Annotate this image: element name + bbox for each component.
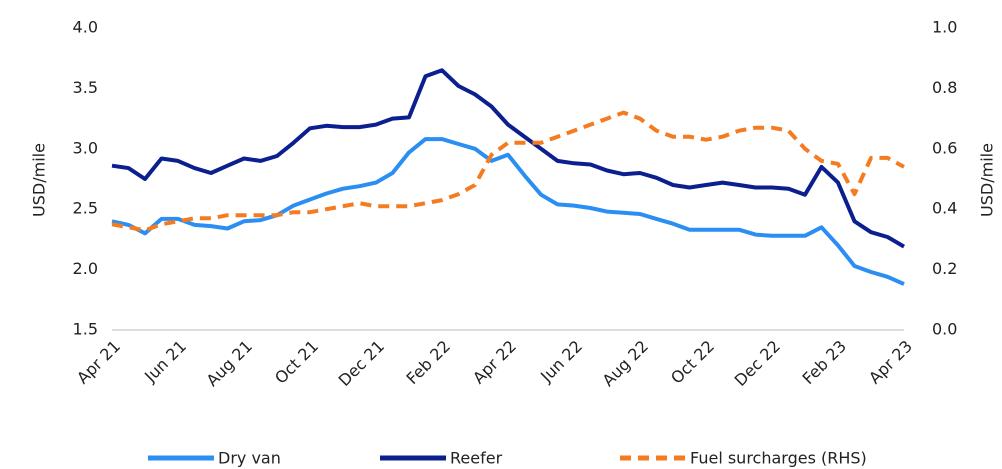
x-tick-label: Jun 22 — [536, 337, 586, 387]
y2-tick-label: 0.0 — [932, 320, 957, 339]
y2-tick-label: 0.2 — [932, 259, 957, 278]
x-tick-label: Apr 22 — [469, 337, 520, 388]
x-tick-label: Feb 23 — [799, 337, 850, 388]
y-tick-label: 4.0 — [73, 18, 98, 37]
y-tick-label: 2.0 — [73, 259, 98, 278]
legend-label: Fuel surcharges (RHS) — [690, 449, 867, 468]
series-line — [111, 68, 906, 249]
x-tick-label: Aug 22 — [598, 337, 652, 391]
x-tick-label: Aug 21 — [202, 337, 256, 391]
x-tick-label: Apr 21 — [73, 337, 124, 388]
y-axis-title: USD/mile — [30, 143, 49, 217]
series-line — [111, 110, 905, 233]
y2-tick-label: 0.6 — [932, 138, 957, 157]
y2-tick-label: 0.8 — [932, 78, 957, 97]
y2-axis-title: USD/mile — [978, 143, 997, 217]
x-tick-label: Apr 23 — [865, 337, 916, 388]
x-tick-label: Jun 21 — [140, 337, 190, 387]
x-tick-label: Dec 21 — [335, 337, 388, 390]
y2-tick-label: 1.0 — [932, 18, 957, 37]
legend-label: Dry van — [218, 449, 281, 468]
legend-label: Reefer — [450, 449, 503, 468]
x-tick-label: Oct 21 — [271, 337, 322, 388]
x-tick-label: Oct 22 — [667, 337, 718, 388]
y-tick-label: 2.5 — [73, 199, 98, 218]
y-tick-label: 3.5 — [73, 78, 98, 97]
y-tick-label: 3.0 — [73, 138, 98, 157]
series-line — [111, 137, 905, 286]
x-tick-label: Dec 22 — [731, 337, 784, 390]
x-tick-label: Feb 22 — [403, 337, 454, 388]
y2-tick-label: 0.4 — [932, 199, 957, 218]
y-tick-label: 1.5 — [73, 320, 98, 339]
